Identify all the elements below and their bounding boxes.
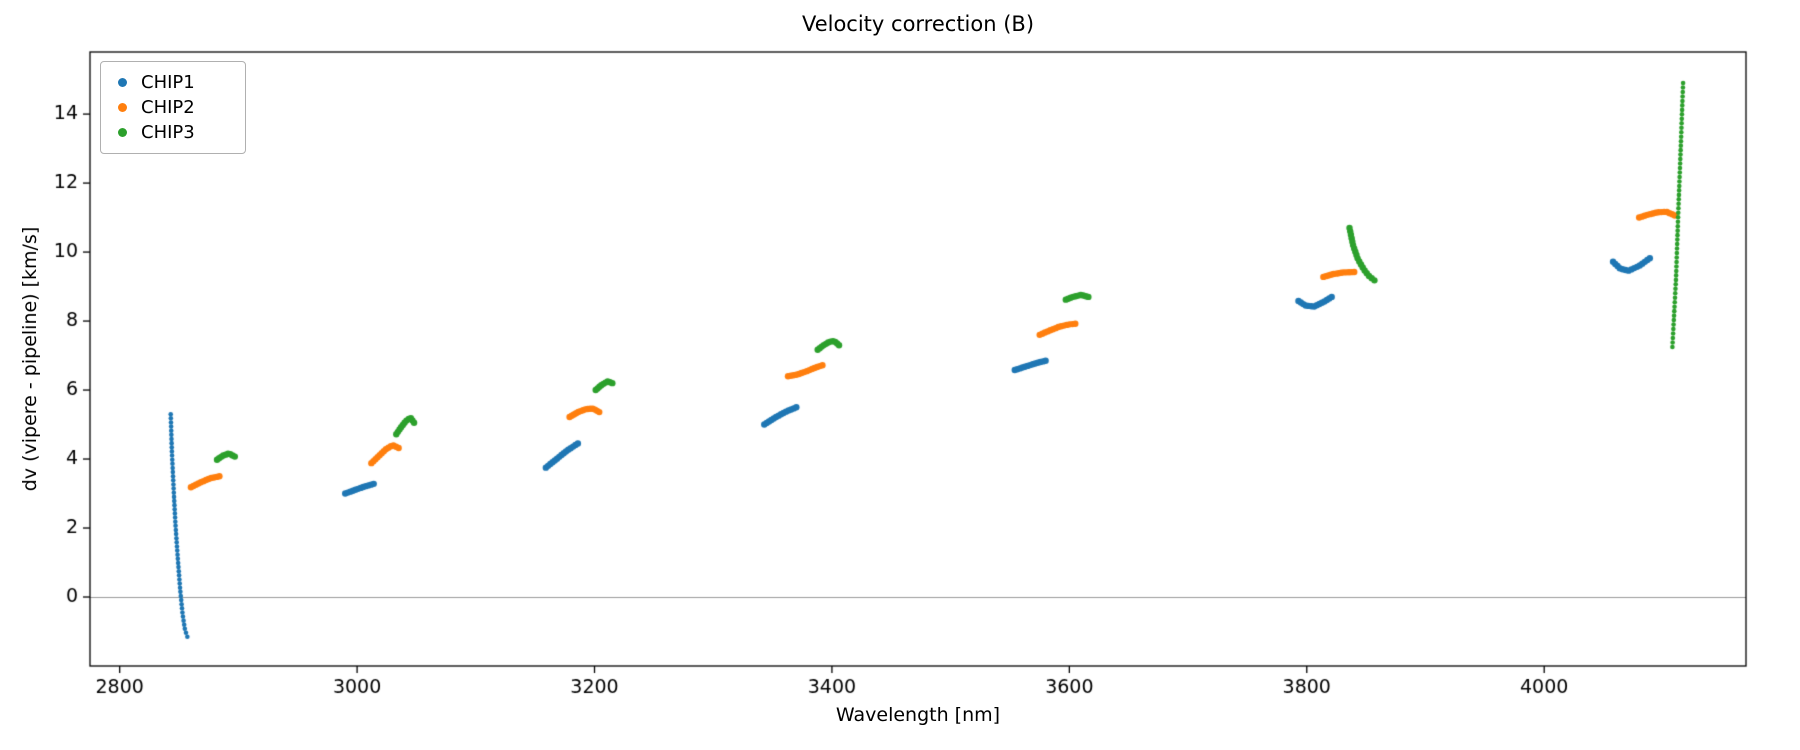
legend-handle — [107, 78, 137, 87]
chip1-marker-icon — [117, 78, 127, 87]
legend-item-chip3: CHIP3 — [107, 120, 233, 145]
x-axis-label: Wavelength [nm] — [835, 704, 1001, 726]
legend-label-chip3: CHIP3 — [141, 122, 195, 143]
legend-item-chip1: CHIP1 — [107, 70, 233, 95]
legend-handle — [107, 103, 137, 112]
legend-item-chip2: CHIP2 — [107, 95, 233, 120]
legend-label-chip2: CHIP2 — [141, 97, 195, 118]
chart-title: Velocity correction (B) — [801, 12, 1035, 36]
y-axis-label: dv (vipere - pipeline) [km/s] — [19, 226, 41, 492]
legend-label-chip1: CHIP1 — [141, 72, 195, 93]
legend-handle — [107, 128, 137, 137]
chip3-marker-icon — [117, 128, 127, 137]
legend: CHIP1 CHIP2 CHIP3 — [100, 61, 246, 154]
chip2-marker-icon — [117, 103, 127, 112]
